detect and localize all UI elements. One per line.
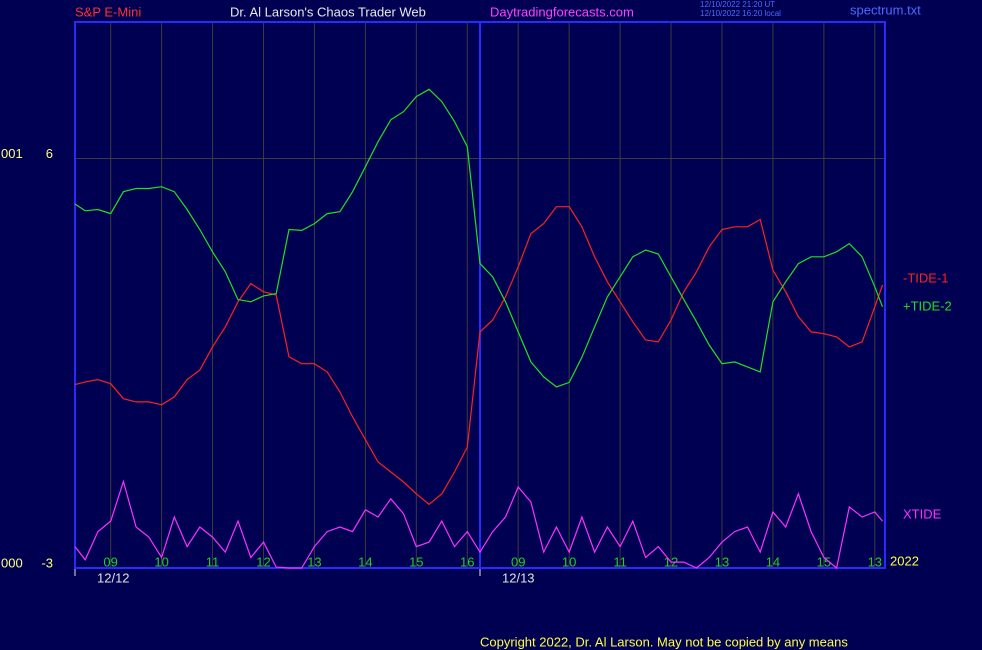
- symbol: S&P E-Mini: [75, 4, 141, 19]
- y-side-label: 001: [1, 146, 23, 161]
- x-tick-label: 09: [511, 554, 525, 569]
- x-tick-label: 15: [817, 554, 831, 569]
- x-tick-label: 14: [766, 554, 780, 569]
- x-tick-label: 10: [562, 554, 576, 569]
- copyright: Copyright 2022, Dr. Al Larson. May not b…: [480, 634, 848, 649]
- x-tick-label: 13: [868, 554, 882, 569]
- x-tick-label: 09: [103, 554, 117, 569]
- date-label: 12/13: [502, 570, 535, 585]
- time-ut: 12/10/2022 21:20 UT: [700, 0, 775, 9]
- site-title: Dr. Al Larson's Chaos Trader Web: [230, 4, 426, 19]
- x-tick-label: 11: [206, 554, 220, 569]
- legend-label: +TIDE-2: [903, 298, 952, 313]
- date-label: 12/12: [97, 570, 130, 585]
- file-name: spectrum.txt: [850, 2, 921, 17]
- time-local: 12/10/2022 16:20 local: [700, 9, 781, 18]
- plot-border: [74, 21, 886, 569]
- series-line: [74, 88, 884, 388]
- legend-label: XTIDE: [903, 507, 942, 522]
- x-tick-label: 10: [154, 554, 168, 569]
- x-tick-label: 11: [613, 554, 627, 569]
- x-tick-label: 13: [715, 554, 729, 569]
- y-tick-label: -3: [41, 555, 53, 570]
- x-tick-label: 12: [256, 554, 270, 569]
- year-label: 2022: [890, 553, 919, 568]
- y-tick-label: 6: [46, 146, 53, 161]
- x-tick-label: 15: [409, 554, 423, 569]
- x-tick-label: 16: [460, 554, 474, 569]
- x-tick-label: 13: [307, 554, 321, 569]
- y-side-label: 000: [1, 555, 23, 570]
- series-line: [74, 206, 884, 506]
- x-tick-label: 14: [358, 554, 372, 569]
- legend-label: -TIDE-1: [903, 270, 949, 285]
- site-url: Daytradingforecasts.com: [490, 4, 634, 19]
- series-line: [74, 479, 883, 570]
